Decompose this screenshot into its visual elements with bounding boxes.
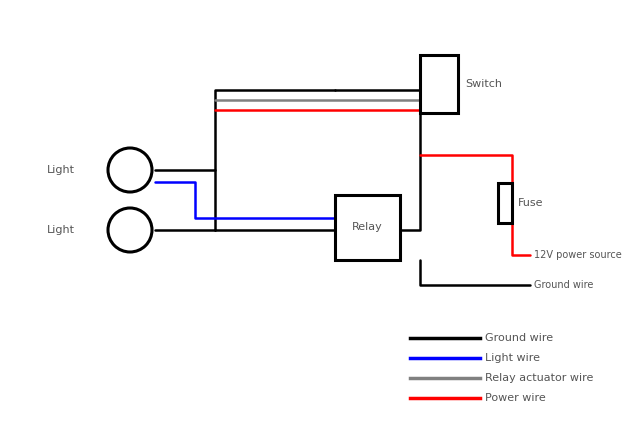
Text: Light: Light xyxy=(47,225,75,235)
Text: Light wire: Light wire xyxy=(485,353,540,363)
Text: Relay actuator wire: Relay actuator wire xyxy=(485,373,594,383)
Text: Light: Light xyxy=(47,165,75,175)
Text: Ground wire: Ground wire xyxy=(485,333,553,343)
Text: Ground wire: Ground wire xyxy=(534,280,594,290)
Text: Fuse: Fuse xyxy=(518,198,544,208)
Text: Power wire: Power wire xyxy=(485,393,546,403)
FancyBboxPatch shape xyxy=(420,55,458,113)
FancyBboxPatch shape xyxy=(335,195,400,260)
Text: Relay: Relay xyxy=(352,222,383,233)
Text: 12V power source: 12V power source xyxy=(534,250,622,260)
FancyBboxPatch shape xyxy=(498,183,512,223)
Text: Switch: Switch xyxy=(465,79,502,89)
